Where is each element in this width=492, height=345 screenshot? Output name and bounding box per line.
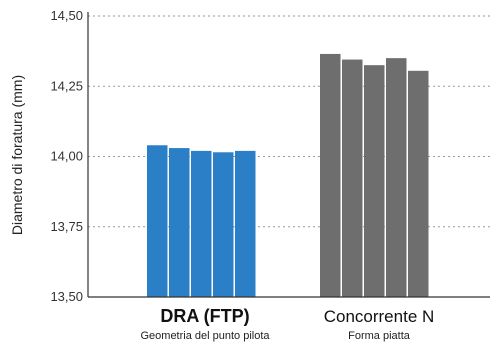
- y-tick-label: 14,25: [50, 78, 83, 93]
- bar-dra-5: [235, 150, 256, 297]
- bar-dra-1: [147, 145, 168, 297]
- x-group-labels: DRA (FTP) Geometria del punto pilota Con…: [140, 306, 434, 342]
- y-tick-label: 13,50: [50, 289, 83, 304]
- y-tick-label: 14,00: [50, 149, 83, 164]
- bar-concorrente-2: [342, 59, 363, 298]
- group-sublabel-dra: Geometria del punto pilota: [140, 330, 270, 342]
- y-tick-labels: 13,50 13,75 14,00 14,25 14,50: [50, 8, 83, 304]
- bar-dra-2: [169, 148, 190, 297]
- bar-concorrente-1: [320, 53, 341, 298]
- y-axis-label: Diametro di foratura (mm): [9, 75, 25, 235]
- bar-concorrente-3: [364, 65, 385, 297]
- bars: [147, 53, 429, 298]
- bar-dra-4: [213, 152, 234, 297]
- y-tick-label: 13,75: [50, 219, 83, 234]
- bar-dra-3: [191, 150, 212, 297]
- axes: [87, 12, 490, 298]
- y-tick-label: 14,50: [50, 8, 83, 23]
- group-sublabel-concorrente: Forma piatta: [348, 330, 411, 342]
- bar-concorrente-5: [408, 70, 429, 297]
- group-label-concorrente: Concorrente N: [324, 307, 435, 326]
- bar-concorrente-4: [386, 58, 407, 298]
- group-label-dra: DRA (FTP): [160, 306, 249, 326]
